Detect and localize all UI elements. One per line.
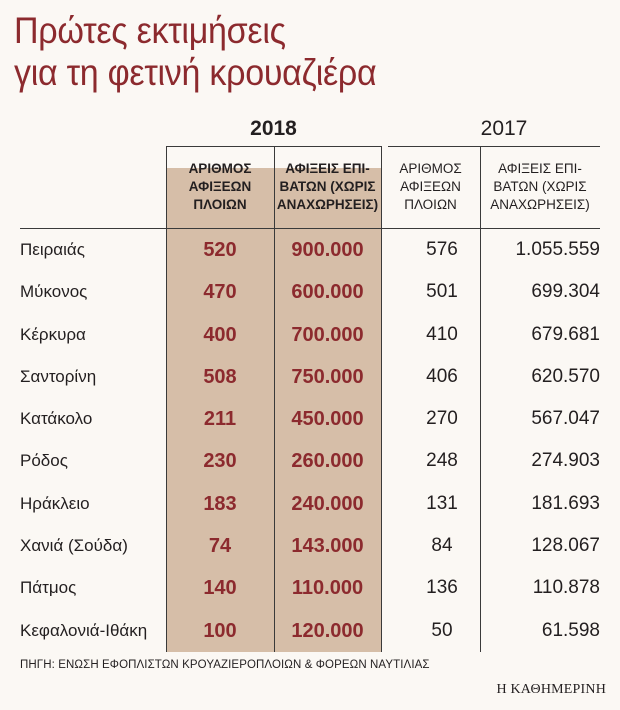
year-2017-underline (388, 146, 600, 147)
passengers-2018-value: 260.000 (291, 450, 364, 473)
table-row: Ρόδος 230 260.000 248 274.903 (0, 440, 620, 482)
ships-2018-value: 520 (203, 239, 237, 261)
column-divider-2 (274, 146, 275, 652)
passengers-2018-value: 120.000 (291, 619, 364, 642)
table-row: Κεφαλονιά-Ιθάκη 100 120.000 50 61.598 (0, 610, 620, 652)
table-row: Κατάκολο 211 450.000 270 567.047 (0, 398, 620, 440)
port-name: Κέρκυρα (20, 324, 86, 344)
title-line-2: για τη φετινή κρουαζιέρα (14, 52, 377, 93)
column-header-passengers-2017: ΑΦΙΞΕΙΣ ΕΠΙ- ΒΑΤΩΝ (ΧΩΡΙΣ ΑΝΑΧΩΡΗΣΕΙΣ) (490, 161, 590, 212)
column-divider-3 (381, 146, 382, 652)
ships-2018-value: 100 (203, 619, 237, 642)
port-name: Πειραιάς (20, 240, 85, 259)
passengers-2018-value: 110.000 (291, 577, 364, 600)
passengers-2017-value: 110.878 (532, 577, 600, 599)
ships-2017-value: 84 (431, 535, 453, 557)
ships-2018-value: 140 (203, 577, 237, 600)
table-row: Πειραιάς 520 900.000 576 1.055.559 (0, 229, 620, 271)
ships-2017-value: 410 (426, 323, 458, 345)
passengers-2017-value: 1.055.559 (515, 239, 600, 260)
passengers-2017-value: 274.903 (531, 450, 600, 472)
passengers-2017-value: 181.693 (531, 492, 600, 514)
ships-2018-value: 74 (208, 535, 232, 558)
port-name: Κατάκολο (20, 409, 93, 429)
port-name: Χανιά (Σούδα) (20, 536, 128, 556)
table-body: Πειραιάς 520 900.000 576 1.055.559 Μύκονος 470… (0, 229, 620, 652)
ships-2017-value: 136 (426, 577, 458, 599)
ships-2017-value: 248 (426, 450, 458, 472)
table-row: Σαντορίνη 508 750.000 406 620.570 (0, 356, 620, 398)
passengers-2017-value: 567.047 (531, 408, 600, 430)
table-row: Ηράκλειο 183 240.000 131 181.693 (0, 483, 620, 525)
passengers-2018-value: 450.000 (291, 408, 364, 431)
source-note: ΠΗΓΗ: ΕΝΩΣΗ ΕΦΟΠΛΙΣΤΩΝ ΚΡΟΥΑΖΙΕΡΟΠΛΟΙΩΝ … (20, 659, 430, 671)
passengers-2017-value: 699.304 (531, 281, 600, 303)
port-name: Ηράκλειο (20, 493, 90, 513)
ships-2018-value: 400 (203, 323, 237, 346)
ships-2018-value: 211 (203, 408, 237, 431)
year-2017-label: 2017 (480, 117, 528, 140)
column-header-passengers-2018: ΑΦΙΞΕΙΣ ΕΠΙ- ΒΑΤΩΝ (ΧΩΡΙΣ ΑΝΑΧΩΡΗΣΕΙΣ) (276, 161, 379, 212)
column-header-ships-2018: ΑΡΙΘΜΟΣ ΑΦΙΞΕΩΝ ΠΛΟΙΩΝ (188, 161, 252, 212)
ships-2018-value: 183 (203, 492, 237, 515)
table-row: Κέρκυρα 400 700.000 410 679.681 (0, 314, 620, 356)
year-2018-label: 2018 (250, 117, 297, 140)
ships-2017-value: 576 (426, 239, 458, 260)
ships-2018-value: 508 (203, 365, 237, 388)
port-name: Πάτμος (20, 578, 77, 598)
ships-2018-value: 470 (203, 281, 237, 304)
passengers-2018-value: 750.000 (291, 365, 364, 388)
passengers-2018-value: 600.000 (291, 281, 364, 304)
highlight-2018-column-background (166, 168, 381, 652)
title-line-1: Πρώτες εκτιμήσεις (14, 10, 286, 51)
year-2018-underline (166, 146, 381, 147)
publisher-logo: Η ΚΑΘΗΜΕΡΙΝΗ (496, 682, 606, 697)
passengers-2018-value: 900.000 (291, 239, 364, 261)
ships-2017-value: 270 (426, 408, 458, 430)
passengers-2018-value: 143.000 (291, 535, 364, 558)
port-name: Σαντορίνη (20, 366, 97, 386)
port-name: Ρόδος (20, 451, 68, 471)
port-name: Κεφαλονιά-Ιθάκη (20, 620, 148, 640)
table-row: Μύκονος 470 600.000 501 699.304 (0, 271, 620, 313)
ships-2017-value: 131 (426, 492, 458, 514)
passengers-2017-value: 620.570 (531, 365, 600, 387)
passengers-2017-value: 61.598 (541, 619, 600, 641)
column-divider-1 (166, 146, 167, 652)
column-divider-4 (480, 146, 481, 652)
passengers-2017-value: 679.681 (531, 323, 600, 345)
table-row: Πάτμος 140 110.000 136 110.878 (0, 567, 620, 609)
header-bottom-rule (20, 228, 600, 229)
passengers-2018-value: 700.000 (291, 323, 364, 346)
port-name: Μύκονος (20, 282, 88, 302)
table-row: Χανιά (Σούδα) 74 143.000 84 128.067 (0, 525, 620, 567)
passengers-2018-value: 240.000 (291, 492, 364, 515)
column-header-ships-2017: ΑΡΙΘΜΟΣ ΑΦΙΞΕΩΝ ΠΛΟΙΩΝ (399, 161, 462, 212)
ships-2017-value: 501 (426, 281, 458, 303)
ships-2017-value: 50 (431, 619, 453, 641)
chart-title: Πρώτες εκτιμήσεις για τη φετινή κρουαζιέ… (14, 10, 377, 94)
ships-2017-value: 406 (426, 365, 458, 387)
ships-2018-value: 230 (203, 450, 237, 473)
passengers-2017-value: 128.067 (531, 535, 600, 557)
